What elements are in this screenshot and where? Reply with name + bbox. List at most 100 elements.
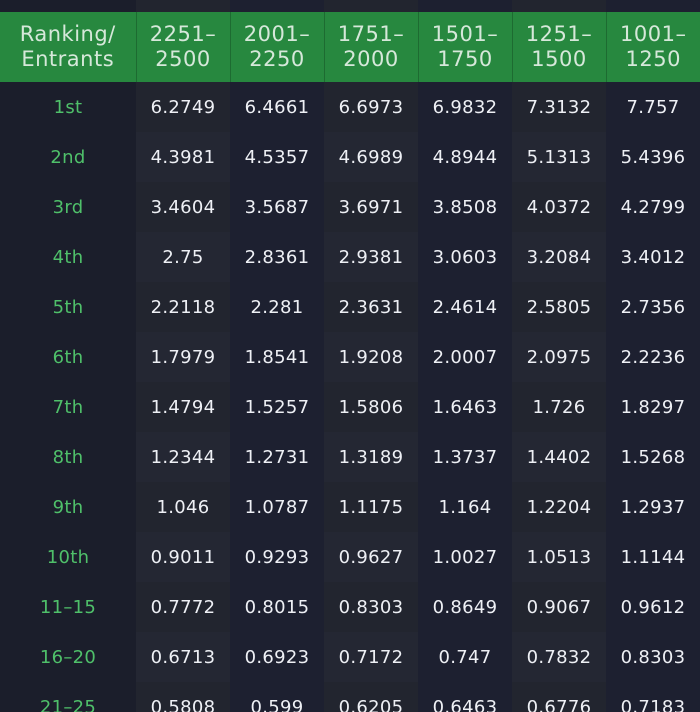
header-col-line2: 2500 (155, 47, 211, 71)
header-col-1751-2000: 1751– 2000 (323, 12, 418, 82)
table-row: 10th 0.9011 0.9293 0.9627 1.0027 1.0513 1.1144 (0, 532, 700, 582)
rank-cell: 16–20 (0, 632, 136, 682)
rank-cell: 1st (0, 82, 136, 132)
header-rank-line2: Entrants (21, 47, 115, 71)
value-cell: 0.8015 (230, 582, 324, 632)
value-cell: 1.8541 (230, 332, 324, 382)
value-cell: 4.3981 (136, 132, 230, 182)
header-col-line1: 2251– (149, 22, 217, 46)
value-cell: 0.6463 (418, 682, 512, 712)
rank-cell: 9th (0, 482, 136, 532)
value-cell: 3.6971 (324, 182, 418, 232)
value-cell: 6.6973 (324, 82, 418, 132)
value-cell: 0.5808 (136, 682, 230, 712)
header-col-line2: 1750 (437, 47, 493, 71)
rank-cell: 5th (0, 282, 136, 332)
value-cell: 1.2344 (136, 432, 230, 482)
header-col-line2: 1250 (625, 47, 681, 71)
value-cell: 2.0975 (512, 332, 606, 382)
value-cell: 1.6463 (418, 382, 512, 432)
value-cell: 4.0372 (512, 182, 606, 232)
rank-cell: 8th (0, 432, 136, 482)
value-cell: 1.0787 (230, 482, 324, 532)
value-cell: 1.5806 (324, 382, 418, 432)
header-col-line1: 1001– (620, 22, 687, 46)
value-cell: 0.7183 (606, 682, 700, 712)
value-cell: 2.5805 (512, 282, 606, 332)
header-col-line2: 2250 (249, 47, 305, 71)
header-col-line1: 1251– (525, 22, 593, 46)
value-cell: 0.9067 (512, 582, 606, 632)
value-cell: 1.3737 (418, 432, 512, 482)
value-cell: 6.2749 (136, 82, 230, 132)
value-cell: 1.164 (418, 482, 512, 532)
value-cell: 0.8303 (324, 582, 418, 632)
table-row: 11–15 0.7772 0.8015 0.8303 0.8649 0.9067 0.961… (0, 582, 700, 632)
value-cell: 1.3189 (324, 432, 418, 482)
value-cell: 2.4614 (418, 282, 512, 332)
header-col-1001-1250: 1001– 1250 (605, 12, 700, 82)
value-cell: 1.0027 (418, 532, 512, 582)
value-cell: 1.5268 (606, 432, 700, 482)
points-table: Ranking/ Entrants 2251– 2500 2001– 2250 … (0, 12, 700, 712)
rank-cell: 3rd (0, 182, 136, 232)
value-cell: 0.8303 (606, 632, 700, 682)
table-row: 5th 2.2118 2.281 2.3631 2.4614 2.5805 2.7356 (0, 282, 700, 332)
value-cell: 1.9208 (324, 332, 418, 382)
value-cell: 4.5357 (230, 132, 324, 182)
value-cell: 1.726 (512, 382, 606, 432)
value-cell: 2.2118 (136, 282, 230, 332)
value-cell: 7.757 (606, 82, 700, 132)
value-cell: 6.4661 (230, 82, 324, 132)
value-cell: 1.1175 (324, 482, 418, 532)
value-cell: 1.2204 (512, 482, 606, 532)
header-col-line1: 1751– (337, 22, 405, 46)
value-cell: 2.7356 (606, 282, 700, 332)
rank-cell: 6th (0, 332, 136, 382)
value-cell: 0.8649 (418, 582, 512, 632)
header-col-2001-2250: 2001– 2250 (229, 12, 324, 82)
value-cell: 5.1313 (512, 132, 606, 182)
value-cell: 0.9612 (606, 582, 700, 632)
value-cell: 0.7172 (324, 632, 418, 682)
value-cell: 0.9627 (324, 532, 418, 582)
value-cell: 0.9293 (230, 532, 324, 582)
table-row: 8th 1.2344 1.2731 1.3189 1.3737 1.4402 1.5268 (0, 432, 700, 482)
value-cell: 2.2236 (606, 332, 700, 382)
value-cell: 1.4794 (136, 382, 230, 432)
value-cell: 6.9832 (418, 82, 512, 132)
value-cell: 0.6923 (230, 632, 324, 682)
value-cell: 2.281 (230, 282, 324, 332)
rank-cell: 10th (0, 532, 136, 582)
table-row: 1st 6.2749 6.4661 6.6973 6.9832 7.3132 7.757 (0, 82, 700, 132)
value-cell: 7.3132 (512, 82, 606, 132)
value-cell: 1.046 (136, 482, 230, 532)
value-cell: 2.3631 (324, 282, 418, 332)
value-cell: 0.747 (418, 632, 512, 682)
value-cell: 0.6713 (136, 632, 230, 682)
value-cell: 2.9381 (324, 232, 418, 282)
header-col-1501-1750: 1501– 1750 (417, 12, 512, 82)
value-cell: 0.9011 (136, 532, 230, 582)
header-col-1251-1500: 1251– 1500 (511, 12, 606, 82)
value-cell: 1.4402 (512, 432, 606, 482)
value-cell: 1.2731 (230, 432, 324, 482)
value-cell: 1.8297 (606, 382, 700, 432)
table-row: 21–25 0.5808 0.599 0.6205 0.6463 0.6776 0.7183 (0, 682, 700, 712)
value-cell: 5.4396 (606, 132, 700, 182)
header-rank-line1: Ranking/ (19, 22, 116, 46)
value-cell: 4.6989 (324, 132, 418, 182)
value-cell: 0.6776 (512, 682, 606, 712)
rank-cell: 21–25 (0, 682, 136, 712)
header-col-line2: 1500 (531, 47, 587, 71)
value-cell: 3.4012 (606, 232, 700, 282)
top-strip (0, 0, 700, 12)
table-row: 9th 1.046 1.0787 1.1175 1.164 1.2204 1.2937 (0, 482, 700, 532)
value-cell: 4.2799 (606, 182, 700, 232)
header-row: Ranking/ Entrants 2251– 2500 2001– 2250 … (0, 12, 700, 82)
value-cell: 1.0513 (512, 532, 606, 582)
value-cell: 0.6205 (324, 682, 418, 712)
value-cell: 2.8361 (230, 232, 324, 282)
value-cell: 3.8508 (418, 182, 512, 232)
header-col-line1: 2001– (243, 22, 311, 46)
